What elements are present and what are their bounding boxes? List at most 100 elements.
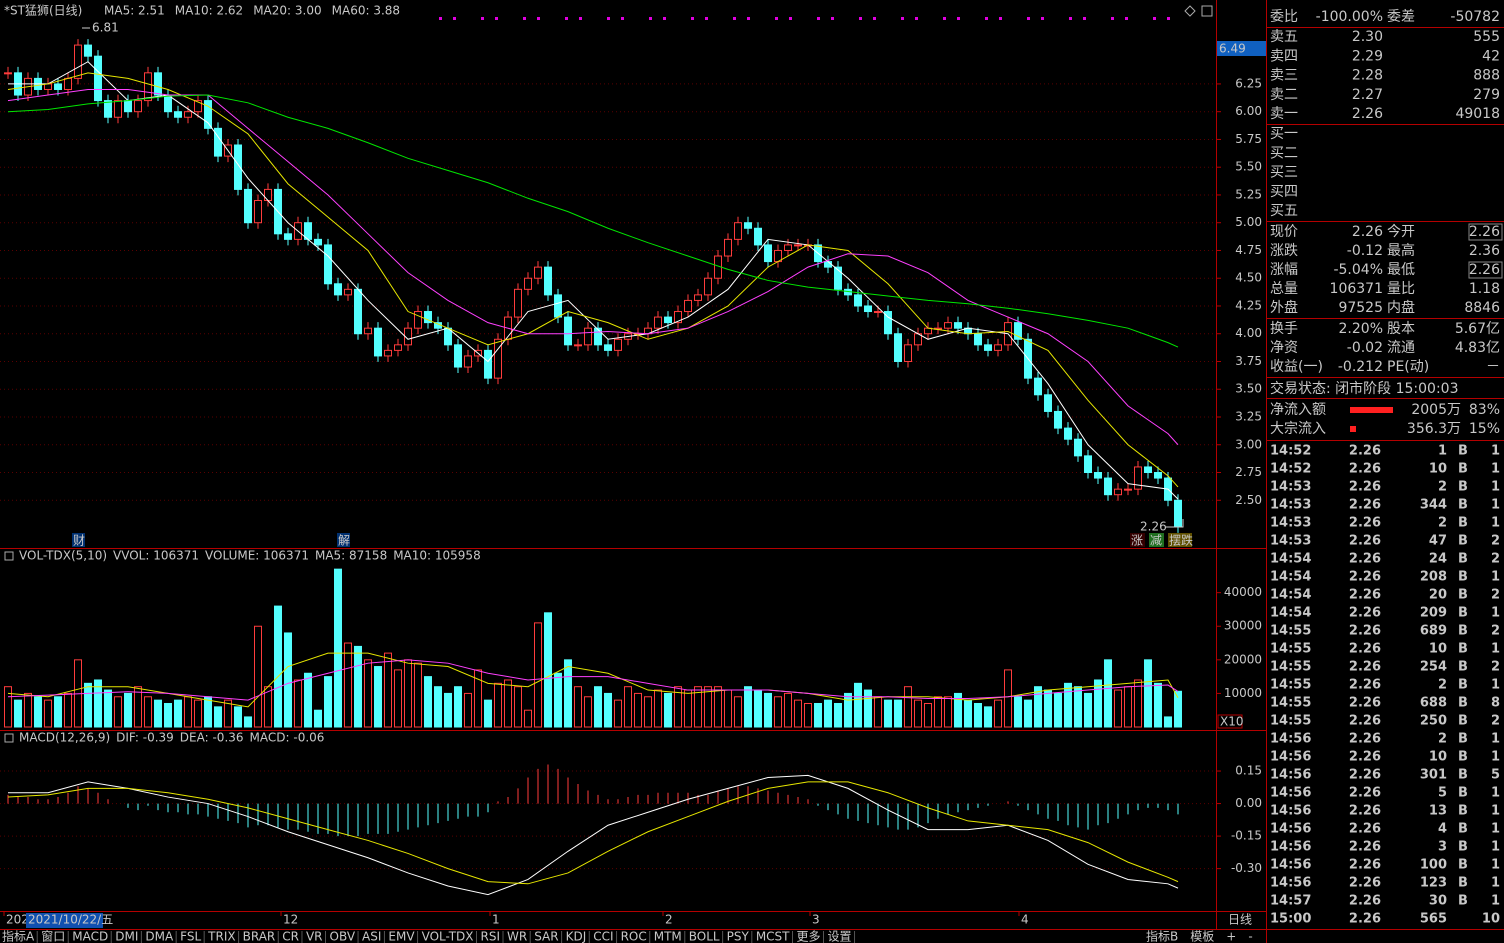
legend-entry: VOLUME: 106371 — [205, 549, 309, 563]
candle-body — [534, 266, 542, 279]
toolbar-tab[interactable]: PSY — [727, 930, 750, 943]
quote-value: -0.12 — [1347, 243, 1383, 259]
trade-time: 14:55 — [1270, 660, 1311, 675]
trade-count: 1 — [1491, 750, 1500, 765]
toolbar-tab[interactable]: + — [1226, 930, 1236, 943]
candle-body — [1084, 455, 1092, 474]
decor-dot — [1153, 17, 1156, 20]
trade-side: B — [1458, 894, 1468, 909]
toolbar-tab[interactable]: DMI — [115, 930, 138, 943]
legend-entry: MA20: 3.00 — [253, 4, 321, 18]
toolbar-tab[interactable]: VOL-TDX — [422, 930, 474, 943]
toolbar-tab[interactable]: CR — [282, 930, 299, 943]
volume-bar — [624, 686, 632, 728]
event-marker-box[interactable] — [337, 533, 350, 547]
bid-label: 买二 — [1270, 145, 1298, 161]
trade-time: 14:53 — [1270, 516, 1311, 531]
date-label: 4 — [1021, 913, 1029, 927]
volume-bar — [1014, 696, 1022, 728]
volume-bar — [424, 676, 432, 728]
quote-value: 2.26 — [1469, 224, 1500, 240]
trade-count: 1 — [1491, 786, 1500, 801]
toolbar-tab[interactable]: BRAR — [243, 930, 276, 943]
volume-bar — [114, 696, 122, 728]
toolbar-tab[interactable]: ASI — [362, 930, 381, 943]
volume-bar — [944, 696, 952, 728]
open-box — [1468, 223, 1503, 241]
ask-label: 卖一 — [1270, 106, 1298, 122]
candle-body — [764, 244, 772, 263]
toolbar-tab[interactable]: CCI — [593, 930, 613, 943]
flow-bar — [1350, 426, 1356, 432]
event-marker[interactable]: 解 — [338, 534, 350, 548]
volume-bar — [714, 686, 722, 728]
toolbar-tab[interactable]: OBV — [330, 930, 356, 943]
trade-time: 14:57 — [1270, 894, 1311, 909]
toolbar-tab[interactable]: MTM — [654, 930, 682, 943]
quote-label: 最高 — [1387, 242, 1415, 259]
toolbar-tab[interactable]: - — [1248, 930, 1252, 943]
toolbar-tab[interactable]: WR — [507, 930, 527, 943]
candle-body — [174, 111, 182, 118]
volume-bar — [1044, 689, 1052, 728]
ma-line — [8, 61, 1179, 500]
decor-dot — [495, 17, 498, 20]
candle-body — [194, 100, 202, 113]
volume-bar — [104, 689, 112, 728]
candle-body — [1064, 427, 1072, 440]
toolbar-tab[interactable]: EMV — [388, 930, 415, 943]
decor-dot — [789, 17, 792, 20]
event-marker-box[interactable] — [72, 533, 85, 547]
trade-time: 14:56 — [1270, 822, 1311, 837]
candle-body — [134, 100, 142, 113]
candle-body — [464, 355, 472, 368]
candle-body — [324, 244, 332, 285]
volume-bar — [434, 686, 442, 728]
window-icons[interactable] — [4, 5, 1213, 743]
y-tick-label: 4.00 — [1235, 326, 1262, 340]
toolbar-tab[interactable]: 窗口 — [41, 930, 65, 943]
low-label: 2.26 — [1140, 520, 1167, 534]
trade-time: 14:54 — [1270, 606, 1311, 621]
decor-dot — [607, 17, 610, 20]
volume-bar — [974, 702, 982, 728]
quote-label: PE(动) — [1387, 359, 1429, 375]
toolbar-tab[interactable]: TRIX — [207, 930, 235, 943]
trade-count: 1 — [1491, 732, 1500, 747]
trade-side: B — [1458, 714, 1468, 729]
trade-side: B — [1458, 840, 1468, 855]
volume-bar — [314, 709, 322, 728]
toolbar-tab[interactable]: 指标A — [2, 929, 35, 943]
toolbar-tab[interactable]: 模板 — [1190, 930, 1214, 943]
toolbar-tab[interactable]: 更多 — [797, 930, 821, 943]
legend-entry: MACD(12,26,9) — [19, 731, 110, 745]
toolbar-tab[interactable]: BOLL — [689, 930, 720, 943]
volume-bar — [1034, 686, 1042, 728]
legend-entry: VVOL: 106371 — [113, 549, 199, 563]
quote-label: 外盘 — [1270, 299, 1298, 316]
volume-bar — [404, 659, 412, 728]
toolbar-tab[interactable]: SAR — [534, 930, 558, 943]
period-label[interactable]: 日线 — [1228, 913, 1252, 927]
toolbar-tab[interactable]: ROC — [621, 930, 647, 943]
trade-price: 2.26 — [1349, 786, 1381, 801]
toolbar-tab[interactable]: 设置 — [828, 930, 852, 943]
trade-price: 2.26 — [1349, 876, 1381, 891]
trade-price: 2.26 — [1349, 894, 1381, 909]
toolbar-tab[interactable]: MCST — [756, 930, 790, 943]
volume-bar — [704, 686, 712, 728]
toolbar-tab[interactable]: RSI — [481, 930, 501, 943]
decor-dot — [439, 17, 442, 20]
volume-bar — [504, 679, 512, 728]
toolbar-tab[interactable]: KDJ — [566, 930, 587, 943]
flow-percent: 15% — [1469, 421, 1500, 437]
trade-side: B — [1458, 750, 1468, 765]
toolbar-tab[interactable]: MACD — [72, 930, 108, 943]
toolbar-tab[interactable]: DMA — [145, 930, 174, 943]
toolbar-tab[interactable]: VR — [306, 930, 323, 943]
toolbar-tab[interactable]: FSL — [180, 930, 201, 943]
trade-side: B — [1458, 786, 1468, 801]
event-marker[interactable]: 财 — [73, 534, 85, 548]
toolbar-tab[interactable]: 指标B — [1146, 929, 1178, 943]
